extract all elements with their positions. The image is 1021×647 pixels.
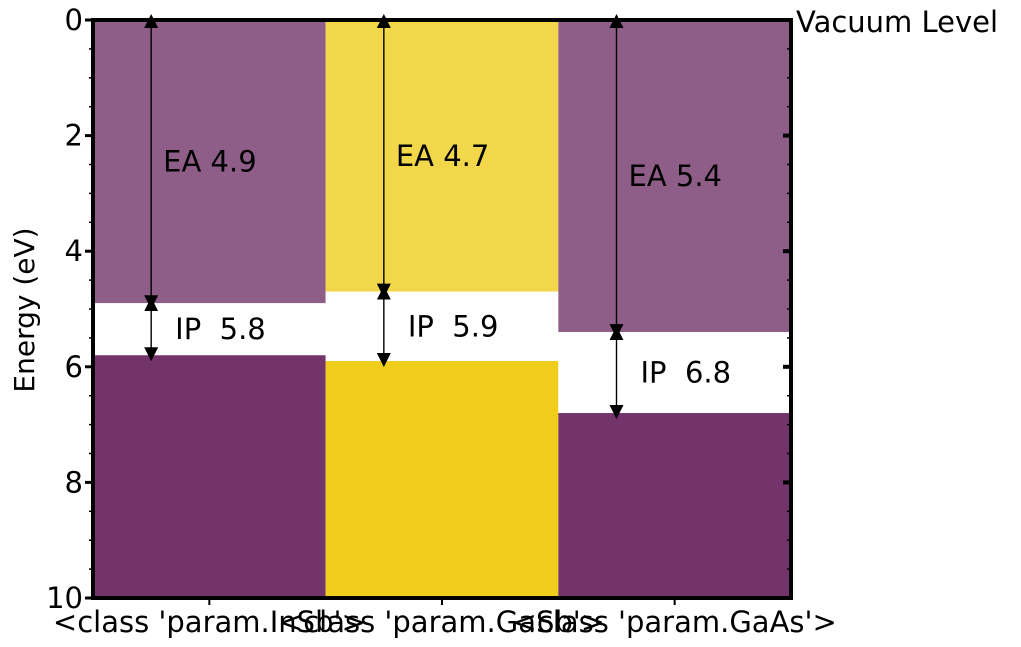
ea-label-2: EA 4.7 (396, 139, 490, 173)
conduction-band-bar-1 (93, 20, 326, 304)
ea-label-3: EA 5.4 (629, 159, 723, 193)
vacuum-level-label: Vacuum Level (796, 5, 998, 39)
x-tick-label-3: <class 'param.GaAs'> (513, 605, 837, 639)
x-tick-label-1: <class 'param.InSb'> (53, 605, 366, 639)
axes (85, 18, 793, 605)
ip-label-1: IP 5.8 (175, 312, 266, 346)
valence-band-bar-2 (325, 361, 559, 598)
band-gap-1 (93, 303, 326, 356)
y-tick-label-4: 8 (65, 465, 83, 499)
y-axis-title: Energy (eV) (8, 227, 41, 392)
conduction-band-bar-3 (558, 20, 791, 333)
band-gap-2 (325, 291, 559, 362)
band-gap-3 (558, 332, 791, 414)
conduction-band-bar-2 (325, 20, 559, 292)
ip-label-2: IP 5.9 (408, 309, 499, 343)
x-tick-label-2: <class 'param.GaSb'> (279, 605, 605, 639)
labels-layer: EA 4.9 IP 5.8 <class 'param.InSb'> EA 4.7 IP… (46, 3, 837, 639)
y-tick-label-5: 10 (46, 581, 83, 615)
arrows-layer (144, 13, 624, 420)
valence-band-bar-3 (558, 413, 791, 598)
y-tick-label-2: 4 (65, 234, 83, 268)
bars-layer (93, 20, 791, 598)
valence-band-bar-1 (93, 355, 326, 598)
y-tick-label-1: 2 (65, 119, 83, 153)
y-tick-label-3: 6 (65, 350, 83, 384)
ea-label-1: EA 4.9 (163, 145, 257, 179)
ip-label-3: IP 6.8 (641, 356, 732, 390)
y-tick-label-0: 0 (65, 3, 83, 37)
